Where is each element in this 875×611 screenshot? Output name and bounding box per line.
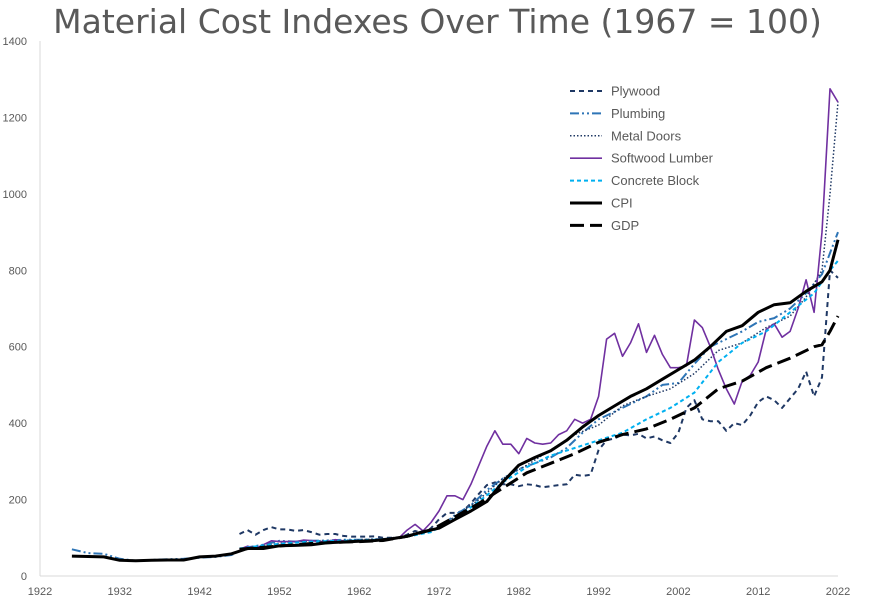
- series-line-plumbing: [71, 231, 839, 562]
- y-tick-label: 400: [9, 418, 27, 430]
- x-tick-label: 1982: [507, 586, 531, 598]
- y-tick-label: 600: [9, 342, 27, 354]
- legend-label: GDP: [611, 218, 639, 233]
- tick-labels: 0 200 400 600 800 1000 1200 1400 1922 1932 1942 195…: [3, 36, 851, 598]
- x-tick-label: 1952: [267, 586, 291, 598]
- series-line-cpi: [71, 239, 840, 563]
- series-line-plywood: [239, 269, 839, 539]
- x-tick-label: 1972: [427, 586, 451, 598]
- legend-label: Plywood: [611, 84, 660, 99]
- x-tick-label: 2022: [826, 586, 850, 598]
- legend-label: Plumbing: [611, 106, 665, 121]
- chart-title: Material Cost Indexes Over Time (1967 = …: [53, 2, 822, 41]
- y-tick-label: 1000: [3, 189, 27, 201]
- y-tick-label: 200: [9, 495, 27, 507]
- x-tick-label: 1992: [586, 586, 610, 598]
- legend-label: Concrete Block: [611, 173, 700, 188]
- series-line-gdp: [239, 315, 840, 551]
- x-tick-label: 1962: [347, 586, 371, 598]
- x-tick-label: 1942: [187, 586, 211, 598]
- y-tick-label: 0: [21, 571, 27, 583]
- legend-label: Metal Doors: [611, 128, 682, 143]
- series-lines: [71, 88, 840, 563]
- series-line-concrete-block: [239, 260, 839, 550]
- legend: Plywood Plumbing Metal Doors Softwood Lumbe…: [570, 84, 714, 233]
- x-tick-label: 2002: [666, 586, 690, 598]
- legend-label: Softwood Lumber: [611, 151, 714, 166]
- x-tick-label: 1932: [108, 586, 132, 598]
- y-tick-label: 800: [9, 265, 27, 277]
- axes: [39, 41, 838, 577]
- series-line-metal-doors: [239, 102, 839, 552]
- x-tick-label: 1922: [28, 586, 52, 598]
- x-tick-label: 2012: [746, 586, 770, 598]
- y-tick-label: 1200: [3, 112, 27, 124]
- legend-label: CPI: [611, 196, 633, 211]
- y-tick-label: 1400: [3, 36, 27, 48]
